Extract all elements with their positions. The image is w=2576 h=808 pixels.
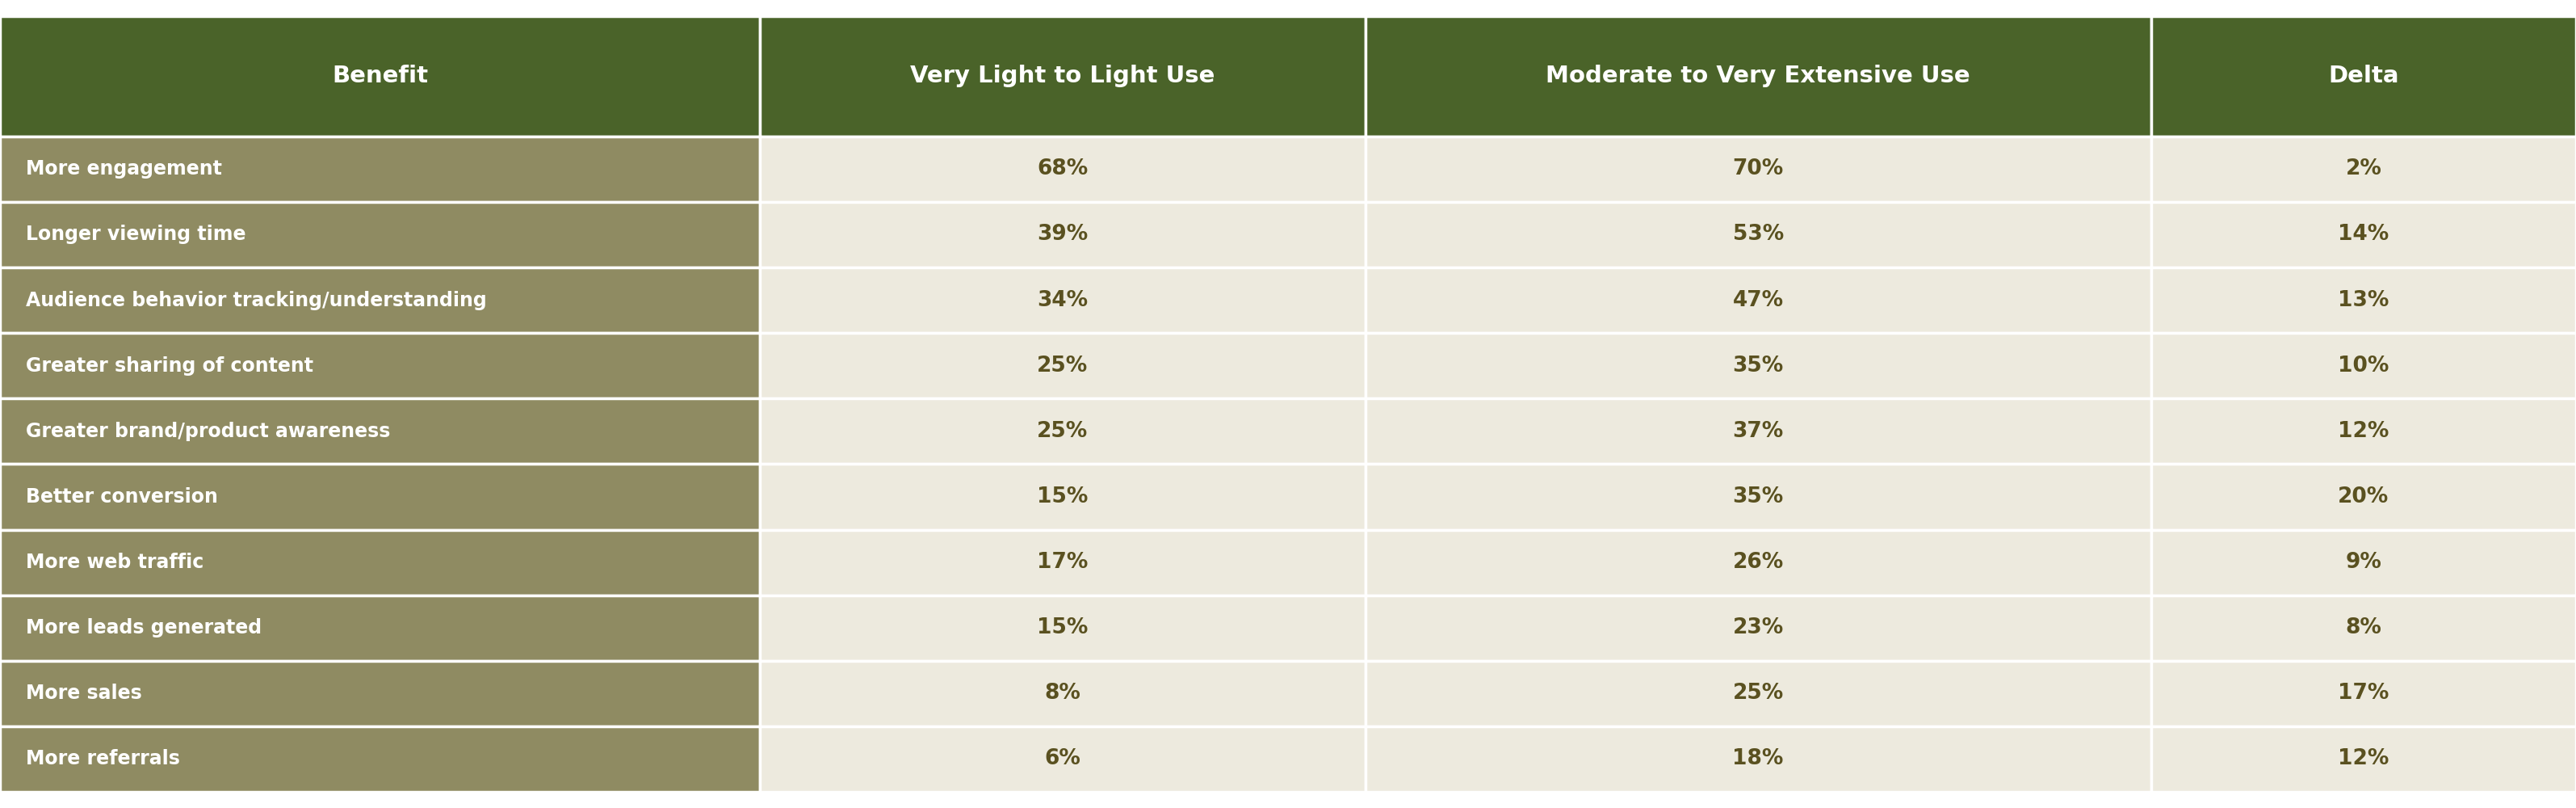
Bar bbox=[1365, 726, 2151, 792]
Text: Greater sharing of content: Greater sharing of content bbox=[26, 356, 314, 376]
Text: Very Light to Light Use: Very Light to Light Use bbox=[909, 65, 1216, 87]
Bar bbox=[0, 398, 760, 464]
Text: 25%: 25% bbox=[1038, 356, 1087, 377]
Text: 18%: 18% bbox=[1734, 748, 1783, 769]
Bar bbox=[2151, 726, 2576, 792]
Bar bbox=[0, 16, 760, 137]
Bar bbox=[2151, 333, 2576, 398]
Text: 10%: 10% bbox=[2339, 356, 2388, 377]
Text: 23%: 23% bbox=[1734, 617, 1783, 638]
Bar bbox=[760, 137, 1365, 202]
Bar bbox=[760, 202, 1365, 267]
Bar bbox=[760, 726, 1365, 792]
Text: More leads generated: More leads generated bbox=[26, 618, 263, 638]
Bar bbox=[0, 464, 760, 530]
Bar bbox=[1365, 661, 2151, 726]
Text: Benefit: Benefit bbox=[332, 65, 428, 87]
Text: 34%: 34% bbox=[1038, 290, 1087, 311]
Bar bbox=[760, 595, 1365, 661]
Text: 14%: 14% bbox=[2339, 224, 2388, 245]
Text: 35%: 35% bbox=[1734, 486, 1783, 507]
Text: 15%: 15% bbox=[1038, 486, 1087, 507]
Bar bbox=[2151, 202, 2576, 267]
Bar bbox=[0, 333, 760, 398]
Bar bbox=[1365, 530, 2151, 595]
Bar bbox=[2151, 530, 2576, 595]
Text: Greater brand/product awareness: Greater brand/product awareness bbox=[26, 422, 389, 441]
Text: 26%: 26% bbox=[1734, 552, 1783, 573]
Bar bbox=[760, 333, 1365, 398]
Text: 13%: 13% bbox=[2339, 290, 2388, 311]
Text: 8%: 8% bbox=[1043, 683, 1082, 704]
Bar bbox=[2151, 661, 2576, 726]
Text: More referrals: More referrals bbox=[26, 749, 180, 768]
Text: Moderate to Very Extensive Use: Moderate to Very Extensive Use bbox=[1546, 65, 1971, 87]
Text: 9%: 9% bbox=[2344, 552, 2383, 573]
Bar bbox=[0, 137, 760, 202]
Text: 15%: 15% bbox=[1038, 617, 1087, 638]
Bar bbox=[2151, 464, 2576, 530]
Bar bbox=[1365, 333, 2151, 398]
Text: 39%: 39% bbox=[1038, 224, 1087, 245]
Bar bbox=[760, 398, 1365, 464]
Bar bbox=[1365, 16, 2151, 137]
Bar bbox=[2151, 398, 2576, 464]
Text: More engagement: More engagement bbox=[26, 159, 222, 179]
Bar bbox=[0, 661, 760, 726]
Bar bbox=[760, 267, 1365, 333]
Text: More web traffic: More web traffic bbox=[26, 553, 204, 572]
Text: 47%: 47% bbox=[1734, 290, 1783, 311]
Text: 17%: 17% bbox=[1038, 552, 1087, 573]
Text: Better conversion: Better conversion bbox=[26, 487, 219, 507]
Bar bbox=[2151, 267, 2576, 333]
Bar bbox=[0, 530, 760, 595]
Text: 12%: 12% bbox=[2339, 748, 2388, 769]
Bar bbox=[0, 726, 760, 792]
Bar bbox=[760, 530, 1365, 595]
Bar bbox=[2151, 137, 2576, 202]
Text: 2%: 2% bbox=[2344, 158, 2383, 179]
Text: 12%: 12% bbox=[2339, 421, 2388, 442]
Bar bbox=[760, 16, 1365, 137]
Bar bbox=[1365, 267, 2151, 333]
Text: More sales: More sales bbox=[26, 684, 142, 703]
Bar bbox=[0, 595, 760, 661]
Text: 68%: 68% bbox=[1038, 158, 1087, 179]
Text: 25%: 25% bbox=[1734, 683, 1783, 704]
Bar bbox=[0, 267, 760, 333]
Text: Audience behavior tracking/understanding: Audience behavior tracking/understanding bbox=[26, 291, 487, 310]
Text: Longer viewing time: Longer viewing time bbox=[26, 225, 245, 244]
Bar bbox=[1365, 398, 2151, 464]
Text: 6%: 6% bbox=[1043, 748, 1082, 769]
Text: 35%: 35% bbox=[1734, 356, 1783, 377]
Text: 25%: 25% bbox=[1038, 421, 1087, 442]
Bar bbox=[0, 202, 760, 267]
Text: 37%: 37% bbox=[1734, 421, 1783, 442]
Bar bbox=[760, 464, 1365, 530]
Text: 20%: 20% bbox=[2339, 486, 2388, 507]
Text: Delta: Delta bbox=[2329, 65, 2398, 87]
Text: 17%: 17% bbox=[2339, 683, 2388, 704]
Bar bbox=[1365, 595, 2151, 661]
Bar bbox=[2151, 16, 2576, 137]
Text: 53%: 53% bbox=[1734, 224, 1783, 245]
Bar bbox=[1365, 137, 2151, 202]
Text: 8%: 8% bbox=[2344, 617, 2383, 638]
Bar bbox=[1365, 202, 2151, 267]
Bar bbox=[2151, 595, 2576, 661]
Bar bbox=[1365, 464, 2151, 530]
Bar bbox=[760, 661, 1365, 726]
Text: 70%: 70% bbox=[1734, 158, 1783, 179]
